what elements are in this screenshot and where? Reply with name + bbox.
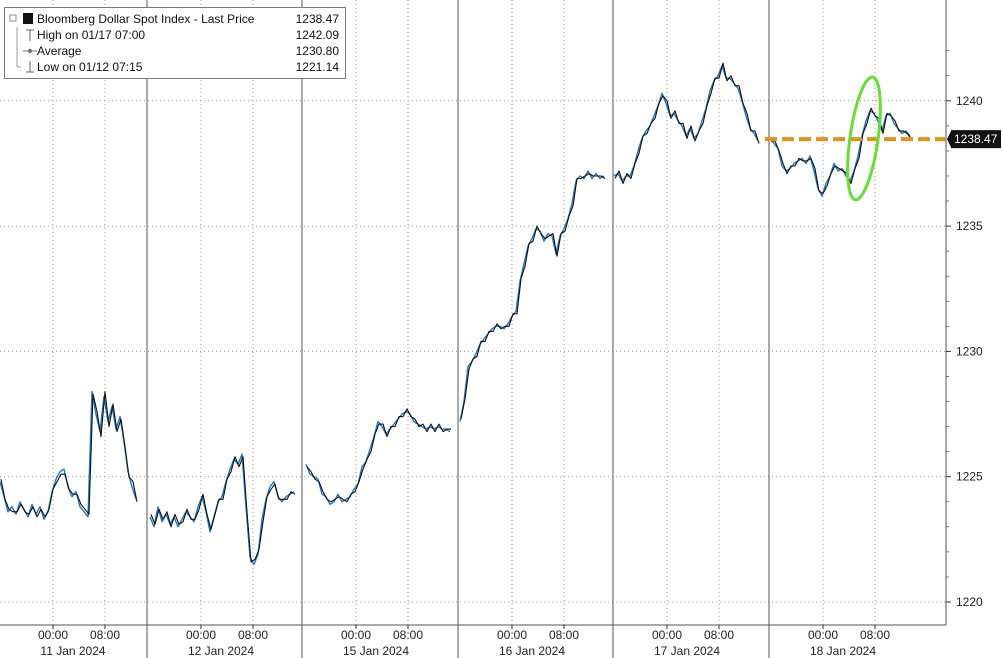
y-tick-label: 1240 bbox=[956, 94, 983, 108]
x-date-label: 11 Jan 2024 bbox=[40, 644, 105, 658]
series-line bbox=[613, 65, 759, 182]
high-marker-icon bbox=[9, 27, 37, 43]
legend-label: High on 01/17 07:00 bbox=[37, 28, 146, 42]
series-line bbox=[149, 453, 295, 566]
x-tick-label: 08:00 bbox=[704, 628, 734, 642]
series-line bbox=[0, 390, 137, 520]
legend-value: 1242.09 bbox=[295, 28, 339, 42]
x-date-label: 17 Jan 2024 bbox=[654, 644, 720, 658]
legend-value: 1230.80 bbox=[295, 44, 339, 58]
legend-value: 1238.47 bbox=[295, 12, 339, 26]
series-line bbox=[0, 390, 138, 518]
last-price-pointer bbox=[947, 131, 951, 148]
legend-item-average: Average 1230.80 bbox=[5, 43, 345, 59]
y-tick-label: 1220 bbox=[956, 595, 983, 609]
series-layer bbox=[0, 62, 912, 566]
x-tick-label: 08:00 bbox=[238, 628, 268, 642]
last-price-box bbox=[951, 130, 1001, 149]
series-line bbox=[306, 408, 451, 503]
series-line bbox=[459, 170, 605, 422]
overlay-layer bbox=[765, 75, 946, 202]
highlight-ellipse bbox=[846, 75, 882, 202]
y-tick-label: 1225 bbox=[956, 470, 983, 484]
series-line bbox=[771, 107, 912, 195]
filled-square-icon bbox=[9, 11, 37, 27]
legend-value: 1221.14 bbox=[295, 60, 339, 74]
x-tick-label: 08:00 bbox=[393, 628, 423, 642]
low-marker-icon bbox=[9, 59, 37, 75]
x-tick-label: 08:00 bbox=[860, 628, 890, 642]
legend-item-last-price: Bloomberg Dollar Spot Index - Last Price… bbox=[5, 11, 345, 27]
series-line bbox=[769, 110, 911, 197]
x-tick-label: 00:00 bbox=[497, 628, 527, 642]
x-date-label: 15 Jan 2024 bbox=[343, 644, 409, 658]
legend-label: Low on 01/12 07:15 bbox=[37, 60, 143, 74]
average-marker-icon bbox=[9, 43, 37, 59]
series-line bbox=[150, 456, 296, 563]
y-tick-label: 1235 bbox=[956, 219, 983, 233]
x-tick-label: 00:00 bbox=[341, 628, 371, 642]
legend-item-low: Low on 01/12 07:15 1221.14 bbox=[5, 59, 345, 75]
x-tick-label: 00:00 bbox=[808, 628, 838, 642]
x-date-label: 18 Jan 2024 bbox=[810, 644, 876, 658]
x-date-label: 16 Jan 2024 bbox=[499, 644, 565, 658]
legend-label: Average bbox=[37, 44, 82, 58]
series-line bbox=[614, 62, 760, 185]
x-axis: 00:00 08:00 11 Jan 2024 00:00 08:00 12 Jan 20… bbox=[38, 625, 890, 658]
x-tick-label: 00:00 bbox=[652, 628, 682, 642]
grid-lines bbox=[0, 0, 946, 658]
series-line bbox=[460, 172, 606, 420]
legend-item-high: High on 01/17 07:00 1242.09 bbox=[5, 27, 345, 43]
legend-label: Bloomberg Dollar Spot Index - Last Price bbox=[37, 12, 255, 26]
x-tick-label: 00:00 bbox=[38, 628, 68, 642]
x-tick-label: 00:00 bbox=[186, 628, 216, 642]
x-tick-label: 08:00 bbox=[549, 628, 579, 642]
x-tick-label: 08:00 bbox=[90, 628, 120, 642]
y-tick-label: 1230 bbox=[956, 344, 983, 358]
plot-border bbox=[0, 0, 947, 626]
last-price-label: 1238.47 bbox=[954, 132, 998, 146]
chart-legend: Bloomberg Dollar Spot Index - Last Price… bbox=[4, 7, 346, 79]
y-axis: 1220 1225 1230 1235 1240 1238.47 bbox=[946, 50, 1001, 609]
x-date-label: 12 Jan 2024 bbox=[188, 644, 254, 658]
